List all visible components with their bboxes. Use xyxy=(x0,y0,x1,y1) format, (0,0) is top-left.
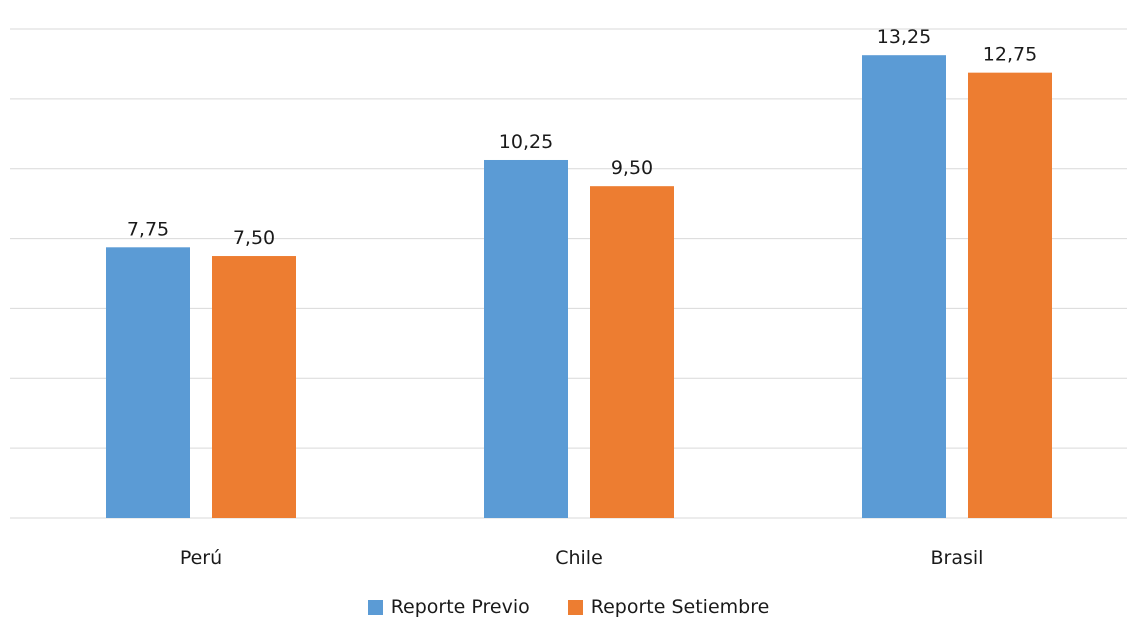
x-tick-label-0: Perú xyxy=(180,547,222,569)
data-label-series-1-0: 7,75 xyxy=(127,218,169,240)
x-tick-label-2: Brasil xyxy=(931,547,984,569)
bar-series-1-1 xyxy=(484,159,568,518)
legend-item-series-2: Reporte Setiembre xyxy=(567,596,770,618)
data-labels: 7,75 7,50 10,25 9,50 13,25 12,75 xyxy=(127,26,1037,249)
bar-series-1-0 xyxy=(106,247,190,518)
data-label-series-2-2: 12,75 xyxy=(983,44,1037,66)
legend-label-series-1: Reporte Previo xyxy=(390,596,530,618)
bar-series-2-0 xyxy=(212,256,296,518)
legend: Reporte Previo Reporte Setiembre xyxy=(0,596,1137,618)
legend-label-series-2: Reporte Setiembre xyxy=(590,596,770,618)
bars xyxy=(106,55,1052,519)
x-axis-tick-labels: Perú Chile Brasil xyxy=(180,547,984,569)
bar-series-2-1 xyxy=(590,186,674,518)
gridlines xyxy=(10,28,1127,519)
data-label-series-2-1: 9,50 xyxy=(611,157,653,179)
legend-swatch-series-1 xyxy=(367,599,383,615)
data-label-series-2-0: 7,50 xyxy=(233,227,275,249)
bar-series-1-2 xyxy=(862,55,946,518)
data-label-series-1-1: 10,25 xyxy=(499,131,553,153)
legend-item-series-1: Reporte Previo xyxy=(367,596,530,618)
x-tick-label-1: Chile xyxy=(555,547,603,569)
legend-swatch-series-2 xyxy=(567,599,583,615)
bar-series-2-2 xyxy=(968,72,1052,519)
data-label-series-1-2: 13,25 xyxy=(877,26,931,48)
